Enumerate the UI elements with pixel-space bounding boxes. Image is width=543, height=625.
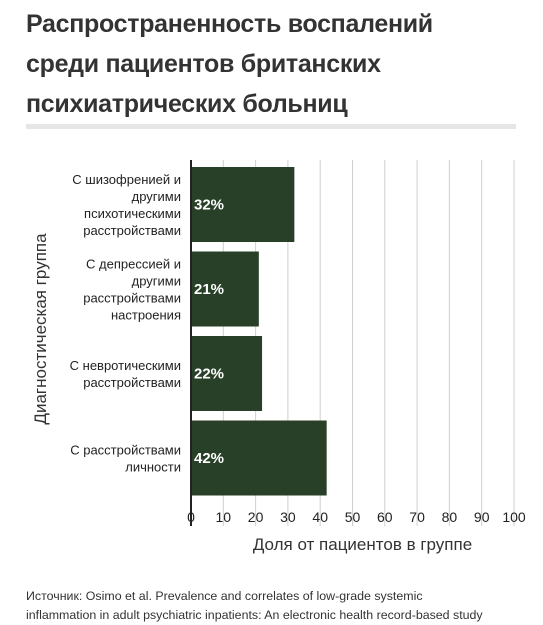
x-axis-title: Доля от пациентов в группе <box>253 535 472 554</box>
category-label: С шизофренией и другими психотическими расс… <box>72 172 181 238</box>
x-tick-label: 80 <box>442 509 458 525</box>
source-note: Источник: Osimo et al. Prevalence and co… <box>26 587 526 625</box>
title-line-3: психиатрических больниц <box>26 90 348 118</box>
category-label-line: С невротическими <box>70 358 181 373</box>
x-tick-labels: 0102030405060708090100 <box>187 509 526 525</box>
chart-title: Распространенность воспалений среди паци… <box>26 4 526 124</box>
x-tick-label: 90 <box>474 509 490 525</box>
category-label: С депрессией и другими расстройствами настр… <box>83 257 181 323</box>
bars: 32% 21% 22% 42% <box>191 167 327 496</box>
bar-chart: 32% 21% 22% 42% С шизофренией и другими психо… <box>31 160 526 554</box>
category-label: С расстройствами личности <box>70 443 181 475</box>
category-label-line: личности <box>125 460 181 475</box>
x-tick-label: 50 <box>345 509 361 525</box>
x-tick-label: 70 <box>409 509 425 525</box>
x-tick-label: 40 <box>312 509 328 525</box>
category-label-line: расстройствами <box>83 291 181 306</box>
source-line-2: inflammation in adult psychiatric inpati… <box>26 608 483 622</box>
bar-value-label: 21% <box>194 281 224 298</box>
category-label-line: другими <box>132 274 181 289</box>
category-label-line: С шизофренией и <box>72 172 181 187</box>
x-tick-label: 100 <box>502 509 526 525</box>
x-tick-label: 30 <box>280 509 296 525</box>
bar-value-label: 42% <box>194 450 224 467</box>
source-line-1: Источник: Osimo et al. Prevalence and co… <box>26 589 423 603</box>
bar-value-label: 22% <box>194 366 224 383</box>
category-label-line: психотическими <box>84 206 181 221</box>
bar <box>191 167 295 242</box>
title-line-2: среди пациентов британских <box>26 50 381 78</box>
x-tick-label: 60 <box>377 509 393 525</box>
title-line-1: Распространенность воспалений <box>26 10 433 38</box>
x-tick-label: 10 <box>216 509 232 525</box>
bar <box>191 420 327 496</box>
category-label-line: другими <box>132 189 181 204</box>
x-tick-label: 20 <box>248 509 264 525</box>
category-label: С невротическими расстройствами <box>70 358 181 390</box>
category-label-line: расстройствами <box>83 375 181 390</box>
bar <box>191 336 263 411</box>
category-label-line: С расстройствами <box>70 443 181 458</box>
bar-value-label: 32% <box>194 197 224 214</box>
category-labels: С шизофренией и другими психотическими расс… <box>70 172 181 475</box>
y-axis-title: Диагностическая группа <box>31 233 50 425</box>
bar <box>191 251 259 327</box>
title-divider <box>26 124 516 129</box>
category-label-line: настроения <box>111 308 181 323</box>
category-label-line: расстройствами <box>83 223 181 238</box>
category-label-line: С депрессией и <box>86 257 181 272</box>
